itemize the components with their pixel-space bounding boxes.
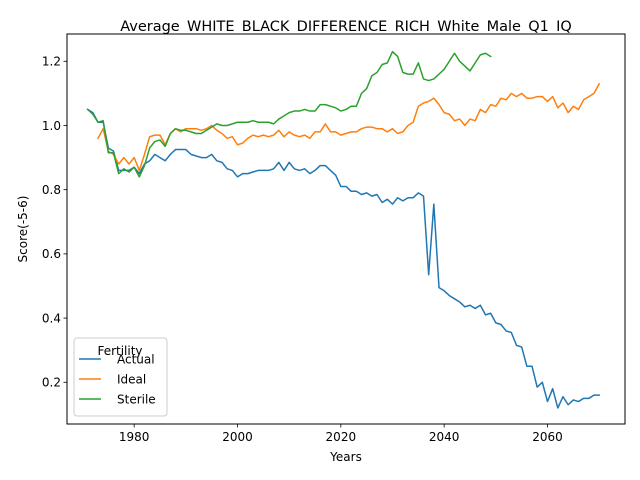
legend-box (73, 337, 168, 417)
y-tick-label: 0.6 (42, 247, 61, 261)
legend: Fertility Actual Ideal Sterile (73, 337, 168, 417)
series-line-ideal (96, 82, 601, 172)
x-tick-label: 1980 (119, 430, 150, 444)
x-axis-label: Years (329, 450, 362, 464)
x-tick-label: 2040 (429, 430, 460, 444)
y-axis-label: Score(-5-6) (16, 196, 30, 263)
legend-items: Actual Ideal Sterile (79, 353, 156, 407)
chart-title: Average_WHITE_BLACK_DIFFERENCE_RICH_Whit… (120, 19, 572, 35)
plot-frame (66, 33, 626, 425)
plot-lines (86, 50, 601, 409)
series-line-sterile (86, 50, 492, 178)
legend-label-sterile: Sterile (117, 393, 156, 407)
legend-title: Fertility (97, 344, 142, 358)
y-tick-label: 1.0 (42, 119, 61, 133)
series-line-actual (86, 108, 600, 409)
legend-label-ideal: Ideal (117, 373, 146, 387)
x-tick-label: 2000 (222, 430, 253, 444)
legend-label-actual: Actual (117, 353, 155, 367)
x-tick-label: 2020 (326, 430, 357, 444)
y-tick-label: 1.2 (42, 55, 61, 69)
x-axis: 1980 2000 2020 2040 2060 (119, 424, 563, 444)
x-tick-label: 2060 (532, 430, 563, 444)
y-tick-label: 0.2 (42, 376, 61, 390)
y-tick-label: 0.4 (42, 311, 61, 325)
y-axis: 0.2 0.4 0.6 0.8 1.0 1.2 (42, 55, 67, 390)
y-tick-label: 0.8 (42, 183, 61, 197)
